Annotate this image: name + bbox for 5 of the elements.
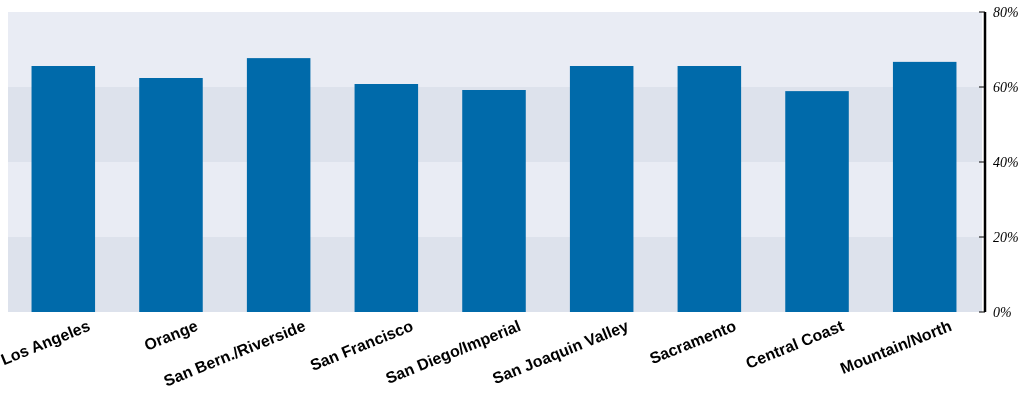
y-tick-label: 80% [993,4,1019,20]
y-tick-label: 0% [993,304,1012,320]
y-tick-label: 60% [993,79,1019,95]
y-tick-label: 40% [993,154,1019,170]
y-tick-label: 20% [993,229,1019,245]
